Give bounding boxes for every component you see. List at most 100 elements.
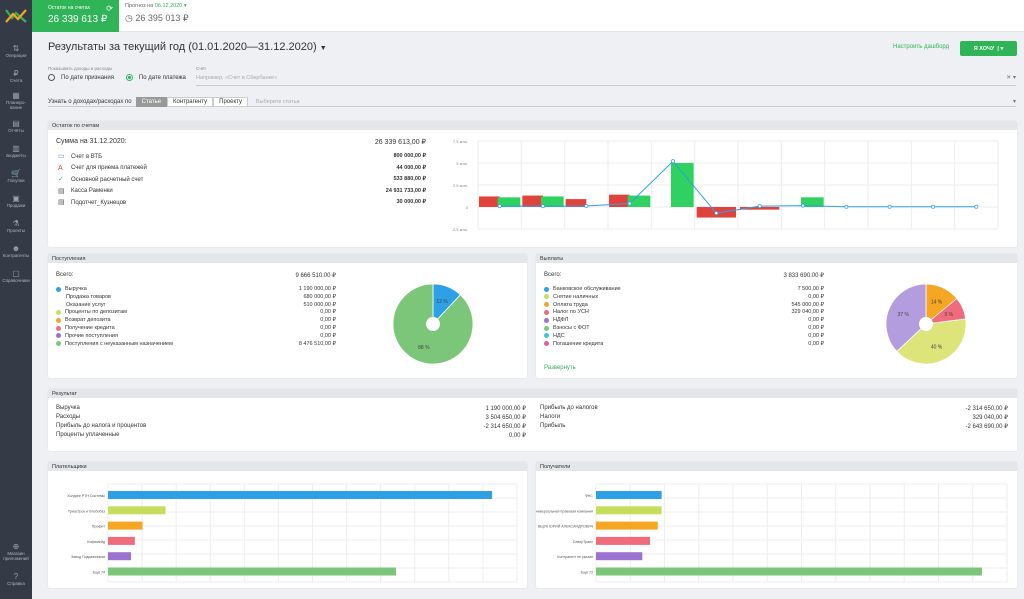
nav-item-reports[interactable]: ▤ Отчёты	[0, 113, 32, 138]
pie-slice[interactable]	[896, 318, 967, 365]
bar[interactable]	[596, 567, 982, 576]
radio-by-payment[interactable]: По дате платежа	[125, 74, 186, 81]
account-input[interactable]: Например, «Счет в Сбербанке»	[196, 75, 278, 81]
income-row[interactable]: Оказание услуг	[66, 302, 105, 308]
account-row[interactable]: ▤ Касса Раменки	[58, 188, 113, 195]
income-name: Оказание услуг	[66, 301, 106, 308]
expense-row[interactable]: Оплата труда	[544, 302, 588, 308]
income-row[interactable]: Получение кредита	[56, 325, 115, 331]
result-row-value: 1 190 000,00 ₽	[485, 406, 526, 412]
logo[interactable]	[0, 0, 32, 32]
nav-item-purchases[interactable]: 🛒 Покупки	[0, 163, 32, 188]
bar[interactable]	[596, 552, 643, 561]
bar[interactable]	[596, 506, 662, 515]
line-point[interactable]	[801, 203, 805, 208]
nav-item-app-store[interactable]: ⊕ Магазин приложений	[0, 537, 32, 565]
income-row[interactable]: Возврат депозита	[56, 317, 111, 323]
line-point[interactable]	[887, 204, 892, 209]
line-point[interactable]	[714, 211, 719, 216]
income-row[interactable]: Продажа товаров	[66, 294, 111, 300]
expense-row[interactable]: Снятие наличных	[544, 294, 598, 300]
bar-inflow[interactable]	[541, 196, 564, 207]
bar-inflow[interactable]	[671, 163, 694, 207]
expense-row[interactable]: Банковское обслуживание	[544, 286, 621, 292]
bar[interactable]	[108, 491, 492, 499]
articles-select[interactable]: Выберите статьи	[255, 98, 300, 105]
bar[interactable]	[108, 552, 132, 561]
period-select[interactable]: текущий год	[123, 41, 186, 53]
radio-off-icon[interactable]	[48, 74, 55, 81]
balance-widget[interactable]: Остаток на счетах 26 339 613 ₽ ⟳	[32, 0, 119, 32]
seg-counterparty[interactable]: Контрагенту	[167, 96, 214, 107]
nav-item-help[interactable]: ? Справка	[0, 565, 32, 593]
account-row[interactable]: ✓ Основной расчетный счет	[58, 176, 143, 183]
forecast-date[interactable]: 06.12.2020	[154, 3, 183, 9]
line-point[interactable]	[974, 204, 979, 209]
nav-item-directories[interactable]: ▢ Справочники	[0, 263, 32, 288]
bar[interactable]	[596, 536, 651, 545]
i-want-button[interactable]: Я ХОЧУ | ▾	[960, 41, 1017, 56]
nav-item-accounts[interactable]: ₽ Счета	[0, 63, 32, 88]
refresh-icon[interactable]: ⟳	[106, 4, 113, 13]
bar[interactable]	[596, 491, 662, 499]
chevron-down-icon[interactable]: ▼	[319, 45, 327, 52]
bar-outflow[interactable]	[522, 195, 543, 207]
nav-item-projects[interactable]: ⚗ Проекты	[0, 213, 32, 238]
line-point[interactable]	[844, 204, 849, 209]
expense-row[interactable]: НДФЛ	[544, 317, 568, 323]
line-point[interactable]	[584, 203, 589, 208]
nav-item-operations[interactable]: ⇅ Операции	[0, 38, 32, 63]
line-point[interactable]	[497, 204, 502, 209]
projects-icon: ⚗	[12, 218, 20, 228]
bar-inflow[interactable]	[497, 197, 521, 207]
configure-dashboard-link[interactable]: Настроить дашборд	[893, 44, 950, 50]
line-point[interactable]	[627, 201, 632, 206]
seg-articles[interactable]: Статье	[135, 96, 168, 107]
line-point[interactable]	[541, 204, 545, 209]
nav-item-budgets[interactable]: ▥ Бюджеты	[0, 138, 32, 163]
seg-project[interactable]: Проекту	[213, 96, 248, 107]
chevron-down-icon[interactable]: ▾	[1012, 99, 1016, 105]
income-row[interactable]: Поступления с неуказанным назначением	[56, 341, 173, 347]
bar[interactable]	[596, 521, 658, 530]
nav-item-label: Отчёты	[8, 127, 24, 133]
expense-row[interactable]: Налог по УСН	[544, 309, 589, 315]
bar-outflow[interactable]	[609, 194, 630, 207]
account-row[interactable]: A Счет для приема платежей	[58, 165, 147, 172]
income-row[interactable]: Проценты по депозитам	[56, 309, 127, 315]
account-row[interactable]: ▭ Счет в ВТБ	[58, 153, 102, 160]
bar-outflow[interactable]	[565, 199, 587, 207]
line-point[interactable]	[757, 204, 762, 209]
nav-item-planning[interactable]: ▦ Планиро-вание	[0, 88, 32, 113]
nav-item-counterparties[interactable]: ☻ Контрагенты	[0, 238, 32, 263]
period-range[interactable]: (01.01.2020—31.12.2020)	[188, 41, 317, 53]
category-label: Завод Подшипников	[71, 555, 105, 559]
expand-link[interactable]: Развернуть	[544, 365, 576, 371]
bar[interactable]	[108, 536, 135, 545]
radio-on-icon[interactable]	[125, 74, 133, 81]
account-field[interactable]: Счёт Например, «Счет в Сбербанке» ✕ ▾	[196, 66, 1016, 86]
income-row[interactable]: Прочие поступления	[56, 333, 118, 339]
radio-by-recognition[interactable]: По дате признания	[48, 74, 114, 81]
forecast-widget[interactable]: Прогноз на 06.12.2020 ▾ ◷ 26 395 013 ₽	[125, 3, 189, 24]
line-point[interactable]	[671, 159, 675, 164]
income-row[interactable]: Выручка	[56, 286, 87, 292]
clear-chevron-icon[interactable]: ✕ ▾	[1006, 75, 1016, 81]
bar-inflow[interactable]	[801, 197, 824, 207]
expense-row[interactable]: Взносы с ФОТ	[544, 325, 590, 331]
category-label: ФНС	[585, 494, 593, 498]
bar-inflow[interactable]	[627, 195, 651, 207]
expense-row[interactable]: НДС	[544, 333, 565, 339]
bar[interactable]	[108, 567, 396, 576]
pie-slice[interactable]	[885, 283, 927, 352]
expense-name: Снятие наличных	[553, 293, 599, 300]
line-point[interactable]	[931, 204, 935, 209]
expense-row[interactable]: Погашение кредита	[544, 341, 603, 347]
nav-item-sales[interactable]: ▣ Продажи	[0, 188, 32, 213]
expense-name: Погашение кредита	[553, 340, 604, 347]
bar[interactable]	[108, 506, 166, 515]
bar-negative[interactable]	[740, 207, 780, 210]
bar-outflow[interactable]	[479, 196, 500, 207]
account-row[interactable]: ▤ Подотчет_Кузнецов	[58, 199, 126, 206]
bar[interactable]	[108, 521, 143, 530]
